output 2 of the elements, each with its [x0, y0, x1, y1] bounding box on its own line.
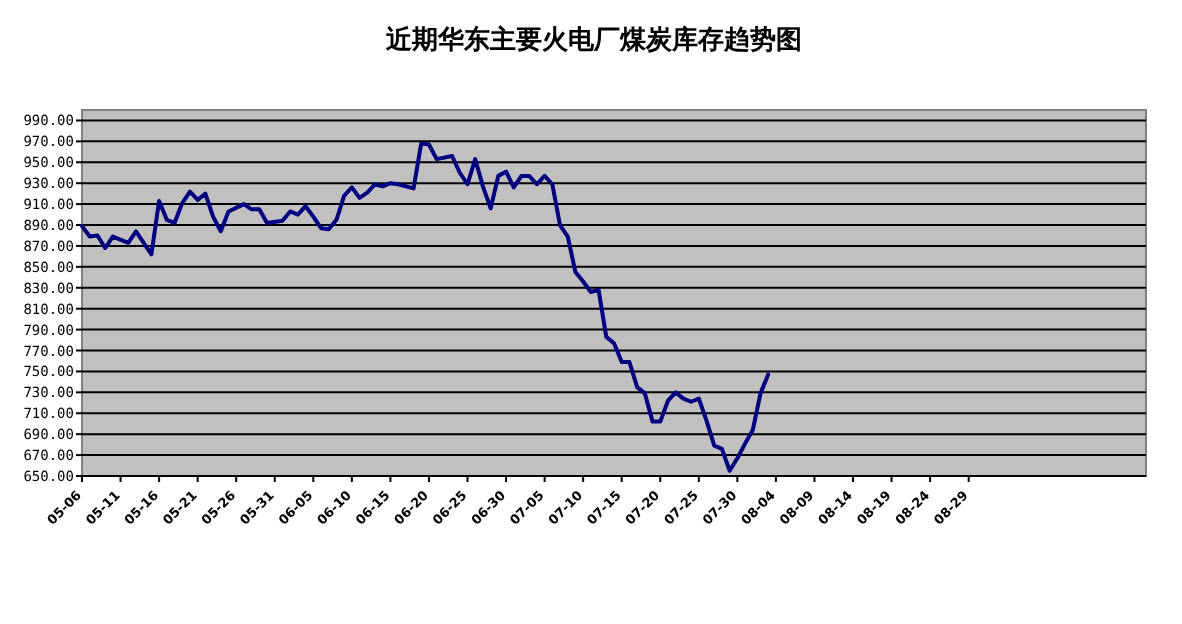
line-series — [80, 141, 771, 473]
chart-title: 近期华东主要火电厂煤炭库存趋势图 — [384, 24, 802, 56]
